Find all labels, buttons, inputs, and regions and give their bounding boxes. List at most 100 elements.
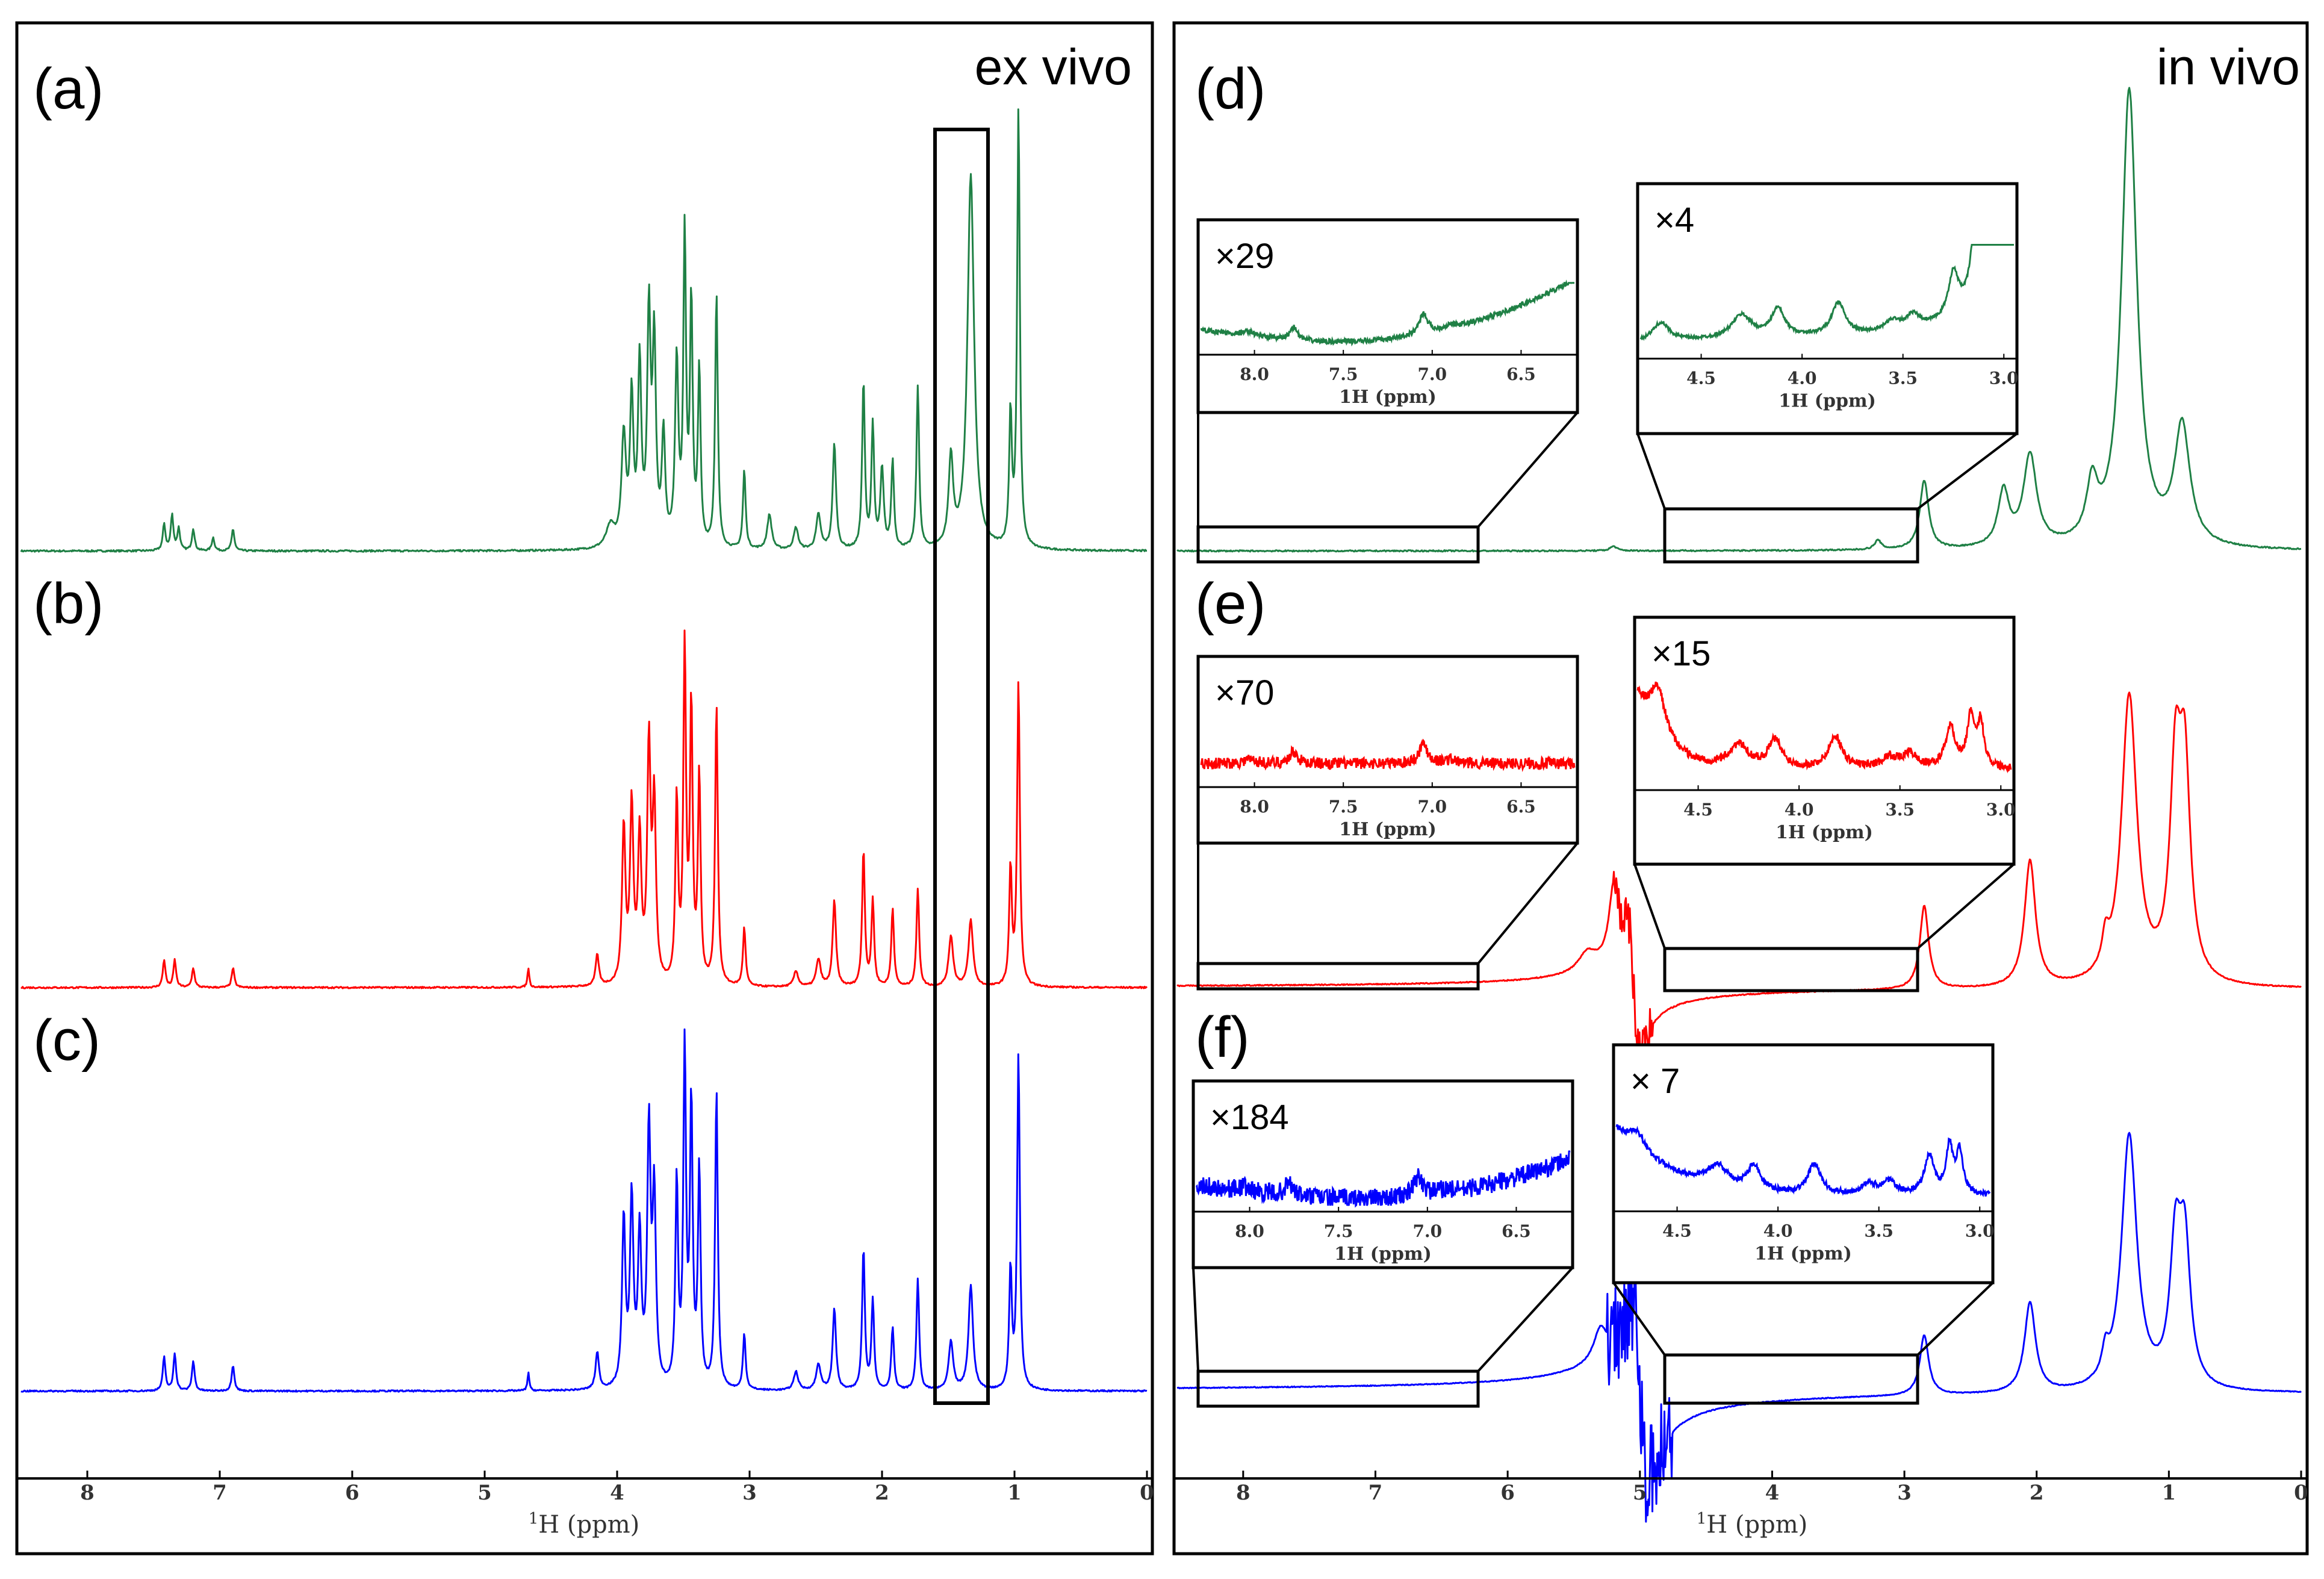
x-tick-label: 3 [742,1481,757,1505]
zoom-connector [1192,1267,1199,1372]
inset-f-aromatic: ×184 8.0 7.5 7.0 6.5 1H (ppm) [1192,1079,1574,1408]
inset-trace [1636,681,2012,774]
ex-vivo-label: ex vivo [975,39,1132,95]
inset-tick-label: 7.0 [1412,1221,1442,1241]
zoom-insets: ×29 8.0 7.5 7.0 6.5 1H (ppm) ×4 4.5 4.0 3.5 3.0 1H … [1192,182,2019,1408]
inset-frame [1192,1079,1574,1269]
inset-frame [1196,655,1579,845]
inset-tick-label: 7.5 [1329,797,1358,817]
zoom-region-box [1663,947,1919,992]
inset-trace [1200,738,1576,773]
zoom-connector [1636,433,1666,509]
zoom-region-box [1663,1353,1919,1405]
highlight-box-1.3ppm [933,128,990,1405]
inset-tick-label: 6.5 [1502,1221,1531,1241]
x-tick-label: 7 [213,1481,227,1505]
x-tick-label: 5 [1633,1481,1647,1505]
inset-tick-label: 3.5 [1888,369,1918,388]
inset-axis-label: 1H (ppm) [1754,1244,1852,1265]
inset-frame [1196,218,1579,414]
inset-tick-label: 4.0 [1785,800,1814,820]
panel-label-e: (e) [1195,571,1266,636]
inset-tick-label: 4.0 [1763,1221,1793,1241]
inset-tick-label: 7.0 [1417,364,1447,384]
x-tick-label: 1 [2162,1481,2176,1505]
zoom-connector [1477,842,1579,965]
x-tick-label: 1 [1007,1481,1022,1505]
spectrum-f [1176,1132,2302,1523]
inset-axis-label: 1H (ppm) [1776,822,1873,843]
right-panel-frame [1172,21,2309,1556]
spectrum-a [20,108,1148,553]
inset-trace [1615,1124,1991,1198]
inset-trace [1200,279,1574,347]
inset-d-aromatic: ×29 8.0 7.5 7.0 6.5 1H (ppm) [1196,218,1579,564]
right-x-axis-label: 1H (ppm) [1697,1510,1808,1539]
x-tick-label: 2 [2030,1481,2044,1505]
x-tick-label: 3 [1897,1481,1912,1505]
panel-label-b: (b) [33,571,104,636]
inset-trace [1639,244,2014,341]
x-tick-label: 4 [1765,1481,1780,1505]
inset-tick-label: 6.5 [1506,797,1536,817]
inset-tick-label: 3.5 [1885,800,1915,820]
inset-tick-label: 7.0 [1417,797,1447,817]
inset-tick-label: 3.0 [1989,369,2019,388]
panel-label-f: (f) [1195,1005,1250,1070]
spectrum-d [1176,87,2302,553]
inset-e-aliphatic: ×15 4.5 4.0 3.5 3.0 1H (ppm) [1633,615,2016,992]
inset-tick-label: 3.5 [1864,1221,1894,1241]
zoom-connector [1612,1282,1666,1356]
x-tick-label: 0 [2294,1481,2308,1505]
panel-label-a: (a) [33,57,104,121]
inset-frame [1633,615,2016,866]
zoom-connector [1477,1266,1574,1372]
inset-scale-label: ×29 [1215,237,1274,276]
zoom-connector [1916,863,2015,950]
spectrum-e [1176,691,2302,1060]
zoom-region-box [1663,507,1919,564]
inset-tick-label: 8.0 [1240,364,1269,384]
x-tick-label: 6 [1500,1481,1515,1505]
right-x-ticks: 8 7 6 5 4 3 2 1 0 [1236,1471,2308,1505]
panel-label-c: (c) [33,1008,101,1073]
zoom-region-box [1196,1369,1480,1408]
inset-tick-label: 4.5 [1686,369,1716,388]
inset-tick-label: 8.0 [1240,797,1269,817]
inset-frame [1612,1043,1995,1285]
left-panel-frame [15,21,1154,1556]
x-tick-label: 4 [610,1481,624,1505]
inset-axis-label: 1H (ppm) [1334,1244,1432,1265]
spectrum-b [20,629,1148,989]
zoom-connector [1916,1282,1994,1356]
x-tick-label: 8 [1236,1481,1251,1505]
zoom-region-box [1196,962,1480,991]
inset-tick-label: 3.0 [1986,800,2016,820]
inset-tick-label: 7.5 [1329,364,1358,384]
inset-trace [1195,1150,1571,1208]
inset-axis-label: 1H (ppm) [1779,391,1876,412]
inset-scale-label: × 7 [1630,1062,1680,1101]
inset-tick-label: 7.5 [1324,1221,1353,1241]
inset-axis-label: 1H (ppm) [1339,387,1437,408]
inset-d-aliphatic: ×4 4.5 4.0 3.5 3.0 1H (ppm) [1636,182,2019,564]
left-x-ticks: 8 7 6 5 4 3 2 1 0 [80,1471,1154,1505]
inset-f-aliphatic: × 7 4.5 4.0 3.5 3.0 1H (ppm) [1612,1043,1995,1405]
x-tick-label: 7 [1369,1481,1383,1505]
inset-e-aromatic: ×70 8.0 7.5 7.0 6.5 1H (ppm) [1196,655,1579,991]
zoom-region-box [1196,525,1480,564]
inset-tick-label: 8.0 [1235,1221,1264,1241]
inset-tick-label: 4.5 [1683,800,1713,820]
x-tick-label: 5 [477,1481,492,1505]
panel-label-d: (d) [1195,57,1266,121]
x-tick-label: 8 [80,1481,95,1505]
spectrum-c [20,1028,1148,1393]
inset-scale-label: ×70 [1215,673,1274,712]
x-tick-label: 0 [1140,1481,1154,1505]
inset-scale-label: ×15 [1651,634,1710,673]
zoom-connector [1916,432,2018,510]
inset-tick-label: 3.0 [1965,1221,1995,1241]
zoom-connector [1633,864,1666,949]
x-tick-label: 6 [345,1481,359,1505]
